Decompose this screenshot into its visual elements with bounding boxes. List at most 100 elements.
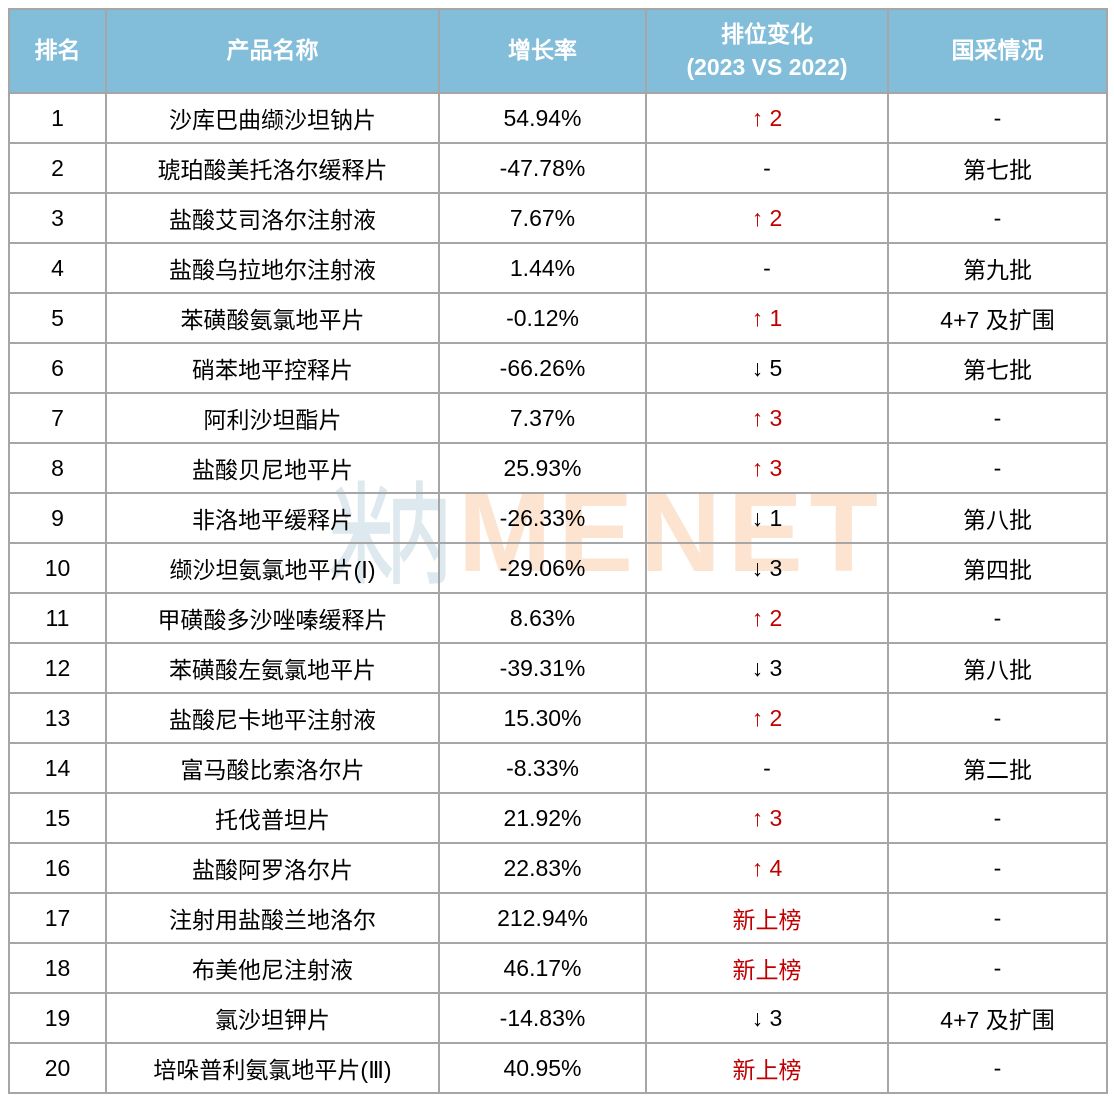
cell-rank: 12 — [8, 642, 107, 694]
cell-product: 阿利沙坦酯片 — [105, 392, 440, 444]
table-row: 13 盐酸尼卡地平注射液 15.30% ↑ 2 - — [8, 692, 1108, 744]
cell-procurement: 第七批 — [887, 342, 1108, 394]
cell-growth: -29.06% — [438, 542, 647, 594]
table-row: 10 缬沙坦氨氯地平片(Ⅰ) -29.06% ↓ 3 第四批 — [8, 542, 1108, 594]
cell-product: 甲磺酸多沙唑嗪缓释片 — [105, 592, 440, 644]
cell-rank-change: ↓ 3 — [645, 642, 889, 694]
cell-growth: -66.26% — [438, 342, 647, 394]
cell-product: 琥珀酸美托洛尔缓释片 — [105, 142, 440, 194]
cell-procurement: 第四批 — [887, 542, 1108, 594]
cell-growth: 40.95% — [438, 1042, 647, 1094]
cell-procurement: 第八批 — [887, 492, 1108, 544]
cell-rank-change: 新上榜 — [645, 1042, 889, 1094]
cell-rank-change: 新上榜 — [645, 942, 889, 994]
cell-procurement: 第七批 — [887, 142, 1108, 194]
cell-growth: -26.33% — [438, 492, 647, 544]
cell-growth: -39.31% — [438, 642, 647, 694]
cell-rank-change: ↑ 2 — [645, 192, 889, 244]
table-row: 19 氯沙坦钾片 -14.83% ↓ 3 4+7 及扩围 — [8, 992, 1108, 1044]
cell-procurement: - — [887, 892, 1108, 944]
cell-product: 苯磺酸左氨氯地平片 — [105, 642, 440, 694]
header-procurement: 国采情况 — [887, 8, 1108, 94]
cell-growth: -14.83% — [438, 992, 647, 1044]
cell-rank: 15 — [8, 792, 107, 844]
ranking-table: 排名 产品名称 增长率 排位变化 (2023 VS 2022) 国采情况 1 沙… — [8, 8, 1108, 1094]
table-row: 11 甲磺酸多沙唑嗪缓释片 8.63% ↑ 2 - — [8, 592, 1108, 644]
cell-rank-change: ↑ 3 — [645, 392, 889, 444]
cell-rank: 10 — [8, 542, 107, 594]
header-change-line1: 排位变化 — [721, 20, 813, 47]
cell-procurement: - — [887, 1042, 1108, 1094]
cell-rank: 20 — [8, 1042, 107, 1094]
cell-procurement: 第九批 — [887, 242, 1108, 294]
cell-procurement: 第八批 — [887, 642, 1108, 694]
cell-growth: 7.37% — [438, 392, 647, 444]
cell-product: 布美他尼注射液 — [105, 942, 440, 994]
cell-rank-change: - — [645, 142, 889, 194]
cell-procurement: - — [887, 842, 1108, 894]
cell-procurement: - — [887, 442, 1108, 494]
table-body: 1 沙库巴曲缬沙坦钠片 54.94% ↑ 2 - 2 琥珀酸美托洛尔缓释片 -4… — [8, 92, 1108, 1094]
header-change-line2: (2023 VS 2022) — [686, 54, 848, 80]
cell-procurement: - — [887, 692, 1108, 744]
table-row: 20 培哚普利氨氯地平片(Ⅲ) 40.95% 新上榜 - — [8, 1042, 1108, 1094]
table-row: 6 硝苯地平控释片 -66.26% ↓ 5 第七批 — [8, 342, 1108, 394]
cell-rank: 17 — [8, 892, 107, 944]
table-row: 18 布美他尼注射液 46.17% 新上榜 - — [8, 942, 1108, 994]
table-row: 9 非洛地平缓释片 -26.33% ↓ 1 第八批 — [8, 492, 1108, 544]
cell-rank-change: ↓ 5 — [645, 342, 889, 394]
cell-procurement: - — [887, 792, 1108, 844]
cell-rank-change: - — [645, 742, 889, 794]
cell-product: 注射用盐酸兰地洛尔 — [105, 892, 440, 944]
cell-rank: 14 — [8, 742, 107, 794]
cell-rank-change: ↑ 4 — [645, 842, 889, 894]
header-product: 产品名称 — [105, 8, 440, 94]
table-header: 排名 产品名称 增长率 排位变化 (2023 VS 2022) 国采情况 — [8, 8, 1108, 94]
cell-growth: 8.63% — [438, 592, 647, 644]
cell-growth: -0.12% — [438, 292, 647, 344]
cell-rank: 4 — [8, 242, 107, 294]
cell-rank: 5 — [8, 292, 107, 344]
cell-rank-change: ↓ 3 — [645, 542, 889, 594]
cell-growth: 212.94% — [438, 892, 647, 944]
table-row: 15 托伐普坦片 21.92% ↑ 3 - — [8, 792, 1108, 844]
cell-growth: 1.44% — [438, 242, 647, 294]
cell-rank-change: 新上榜 — [645, 892, 889, 944]
cell-rank-change: ↓ 3 — [645, 992, 889, 1044]
cell-growth: 46.17% — [438, 942, 647, 994]
cell-growth: 7.67% — [438, 192, 647, 244]
cell-growth: -8.33% — [438, 742, 647, 794]
table-row: 5 苯磺酸氨氯地平片 -0.12% ↑ 1 4+7 及扩围 — [8, 292, 1108, 344]
cell-rank: 8 — [8, 442, 107, 494]
cell-growth: 21.92% — [438, 792, 647, 844]
cell-growth: 22.83% — [438, 842, 647, 894]
cell-product: 富马酸比索洛尔片 — [105, 742, 440, 794]
header-rank: 排名 — [8, 8, 107, 94]
table-row: 3 盐酸艾司洛尔注射液 7.67% ↑ 2 - — [8, 192, 1108, 244]
cell-rank: 3 — [8, 192, 107, 244]
table-row: 8 盐酸贝尼地平片 25.93% ↑ 3 - — [8, 442, 1108, 494]
cell-rank: 9 — [8, 492, 107, 544]
cell-product: 氯沙坦钾片 — [105, 992, 440, 1044]
cell-product: 盐酸阿罗洛尔片 — [105, 842, 440, 894]
cell-product: 盐酸尼卡地平注射液 — [105, 692, 440, 744]
cell-rank: 13 — [8, 692, 107, 744]
table-row: 14 富马酸比索洛尔片 -8.33% - 第二批 — [8, 742, 1108, 794]
header-row: 排名 产品名称 增长率 排位变化 (2023 VS 2022) 国采情况 — [8, 8, 1108, 94]
cell-growth: 25.93% — [438, 442, 647, 494]
cell-product: 托伐普坦片 — [105, 792, 440, 844]
cell-rank: 16 — [8, 842, 107, 894]
cell-product: 非洛地平缓释片 — [105, 492, 440, 544]
cell-procurement: - — [887, 92, 1108, 144]
cell-growth: 15.30% — [438, 692, 647, 744]
cell-procurement: - — [887, 942, 1108, 994]
cell-product: 苯磺酸氨氯地平片 — [105, 292, 440, 344]
cell-procurement: 第二批 — [887, 742, 1108, 794]
cell-rank-change: ↑ 2 — [645, 592, 889, 644]
cell-rank: 18 — [8, 942, 107, 994]
cell-product: 盐酸乌拉地尔注射液 — [105, 242, 440, 294]
cell-rank: 19 — [8, 992, 107, 1044]
cell-rank-change: ↑ 2 — [645, 692, 889, 744]
header-change: 排位变化 (2023 VS 2022) — [645, 8, 889, 94]
